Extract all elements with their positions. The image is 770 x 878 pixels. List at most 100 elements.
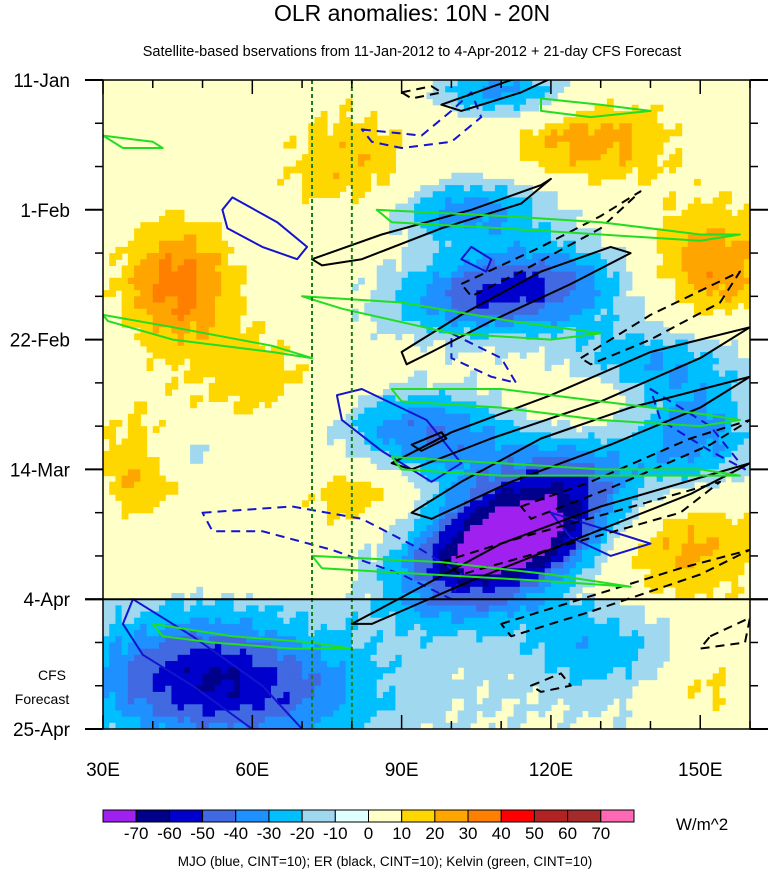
heat-cell bbox=[202, 623, 210, 631]
heat-cell bbox=[426, 321, 434, 328]
heat-cell bbox=[463, 246, 471, 254]
heat-cell bbox=[239, 277, 247, 285]
heat-cell bbox=[569, 487, 577, 495]
heat-cell bbox=[638, 370, 645, 378]
heat-cell bbox=[625, 154, 633, 161]
heat-cell bbox=[656, 531, 664, 538]
heat-cell bbox=[507, 438, 515, 446]
heat-cell bbox=[414, 228, 421, 236]
heat-cell bbox=[600, 506, 608, 514]
heat-cell bbox=[650, 438, 658, 446]
heat-cell bbox=[550, 123, 558, 131]
heat-cell bbox=[687, 543, 695, 551]
heat-cell bbox=[681, 401, 689, 409]
heat-cell bbox=[638, 110, 645, 118]
heat-cell bbox=[470, 382, 477, 390]
heat-cell bbox=[743, 209, 750, 217]
heat-cell bbox=[694, 450, 701, 458]
heat-cell bbox=[507, 302, 515, 310]
heat-cell bbox=[650, 110, 658, 118]
heat-cell bbox=[563, 481, 571, 489]
heat-cell bbox=[737, 277, 745, 285]
heat-cell bbox=[171, 253, 179, 260]
heat-cell bbox=[221, 345, 229, 353]
heat-cell bbox=[532, 80, 540, 87]
heat-cell bbox=[526, 463, 533, 470]
heat-cell bbox=[445, 308, 452, 316]
heat-cell bbox=[140, 444, 148, 452]
heat-cell bbox=[401, 562, 409, 569]
heat-cell bbox=[376, 419, 384, 427]
heat-cell bbox=[619, 141, 627, 149]
heat-cell bbox=[669, 246, 676, 254]
heat-cell bbox=[382, 413, 390, 421]
heat-cell bbox=[438, 494, 446, 501]
heat-cell bbox=[438, 333, 446, 341]
heat-cell bbox=[513, 302, 521, 310]
heat-cell bbox=[351, 500, 359, 508]
heat-cell bbox=[594, 525, 602, 532]
heat-cell bbox=[494, 605, 502, 613]
heat-cell bbox=[700, 457, 708, 464]
heat-cell bbox=[700, 537, 708, 545]
heat-cell bbox=[476, 246, 484, 254]
heat-cell bbox=[600, 457, 608, 464]
heat-cell bbox=[364, 623, 372, 631]
heat-cell bbox=[600, 599, 608, 606]
heat-cell bbox=[718, 401, 726, 409]
heat-cell bbox=[320, 117, 328, 124]
heat-cell bbox=[575, 302, 583, 310]
heat-cell bbox=[283, 630, 291, 637]
heat-cell bbox=[669, 537, 676, 545]
heat-cell bbox=[177, 617, 185, 625]
heat-cell bbox=[196, 228, 204, 236]
heat-cell bbox=[103, 457, 110, 464]
heat-cell bbox=[457, 191, 465, 199]
heat-cell bbox=[606, 364, 614, 372]
heat-cell bbox=[314, 611, 322, 619]
heat-cell bbox=[550, 259, 558, 267]
heat-cell bbox=[389, 135, 396, 143]
heat-cell bbox=[376, 623, 384, 631]
heat-cell bbox=[557, 123, 564, 131]
heat-cell bbox=[376, 487, 384, 495]
heat-cell bbox=[575, 549, 583, 557]
heat-cell bbox=[227, 333, 235, 341]
heat-cell bbox=[563, 246, 571, 254]
heat-cell bbox=[221, 630, 229, 637]
heat-cell bbox=[656, 240, 664, 248]
heat-cell bbox=[582, 518, 589, 526]
heat-cell bbox=[588, 537, 596, 545]
heat-cell bbox=[127, 296, 135, 304]
heat-cell bbox=[538, 191, 546, 199]
heat-cell bbox=[470, 240, 477, 248]
heat-cell bbox=[127, 617, 135, 625]
heat-cell bbox=[600, 376, 608, 384]
heat-cell bbox=[538, 308, 546, 316]
heat-cell bbox=[743, 413, 750, 421]
heat-cell bbox=[109, 444, 117, 452]
heat-cell bbox=[681, 222, 689, 229]
heat-cell bbox=[513, 215, 521, 223]
heat-cell bbox=[694, 407, 701, 415]
heat-cell bbox=[314, 599, 322, 606]
heat-cell bbox=[227, 277, 235, 285]
heat-cell bbox=[395, 518, 403, 526]
heat-cell bbox=[165, 314, 173, 322]
heat-cell bbox=[731, 215, 739, 223]
heat-cell bbox=[613, 599, 620, 606]
heat-cell bbox=[158, 296, 166, 304]
heat-cell bbox=[208, 599, 216, 606]
heat-cell bbox=[127, 265, 135, 273]
heat-cell bbox=[158, 599, 166, 606]
heat-cell bbox=[233, 321, 241, 328]
heat-cell bbox=[606, 302, 614, 310]
heat-cell bbox=[737, 438, 745, 446]
heat-cell bbox=[214, 222, 222, 229]
heat-cell bbox=[731, 593, 739, 600]
heat-cell bbox=[532, 308, 540, 316]
heat-cell bbox=[588, 154, 596, 161]
heat-cell bbox=[482, 191, 490, 199]
heat-cell bbox=[370, 419, 378, 427]
heat-cell bbox=[569, 160, 577, 168]
